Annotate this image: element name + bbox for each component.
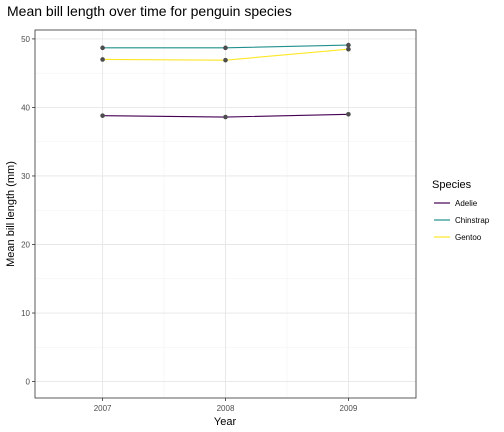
data-point-gentoo bbox=[100, 57, 105, 62]
data-point-chinstrap bbox=[223, 45, 228, 51]
data-point-gentoo bbox=[346, 46, 351, 52]
data-point-chinstrap bbox=[346, 42, 351, 48]
data-point-chinstrap bbox=[100, 45, 105, 51]
data-point-adelie bbox=[223, 114, 228, 120]
x-axis-label: Year bbox=[214, 416, 237, 428]
chart-title: Mean bill length over time for penguin s… bbox=[7, 3, 292, 19]
x-tick-label: 2009 bbox=[340, 404, 358, 413]
data-point-gentoo bbox=[223, 57, 228, 63]
y-tick-label: 30 bbox=[21, 172, 30, 181]
plot-area bbox=[34, 29, 417, 399]
data-point-adelie bbox=[346, 111, 351, 117]
y-tick-label: 10 bbox=[21, 309, 30, 318]
legend-label-gentoo: Gentoo bbox=[455, 233, 482, 242]
x-tick-label: 2007 bbox=[94, 404, 112, 413]
legend-label-chinstrap: Chinstrap bbox=[455, 216, 490, 225]
y-tick-label: 50 bbox=[21, 35, 30, 44]
y-tick-label: 20 bbox=[21, 240, 30, 249]
legend-title: Species bbox=[432, 179, 472, 191]
legend-items: Adelie Chinstrap Gentoo bbox=[434, 199, 490, 242]
y-axis-label: Mean bill length (mm) bbox=[5, 161, 17, 267]
y-tick-label: 0 bbox=[26, 378, 31, 387]
x-tick-label: 2008 bbox=[217, 404, 235, 413]
y-axis-ticks: 0 10 20 30 40 50 bbox=[21, 35, 35, 387]
series-points bbox=[100, 42, 351, 120]
x-axis-ticks: 2007 2008 2009 bbox=[94, 398, 358, 413]
legend-label-adelie: Adelie bbox=[455, 199, 478, 208]
legend: Species Adelie Chinstrap Gentoo bbox=[432, 179, 490, 242]
major-gridlines bbox=[35, 30, 416, 398]
data-point-adelie bbox=[100, 113, 105, 118]
y-tick-label: 40 bbox=[21, 103, 30, 112]
